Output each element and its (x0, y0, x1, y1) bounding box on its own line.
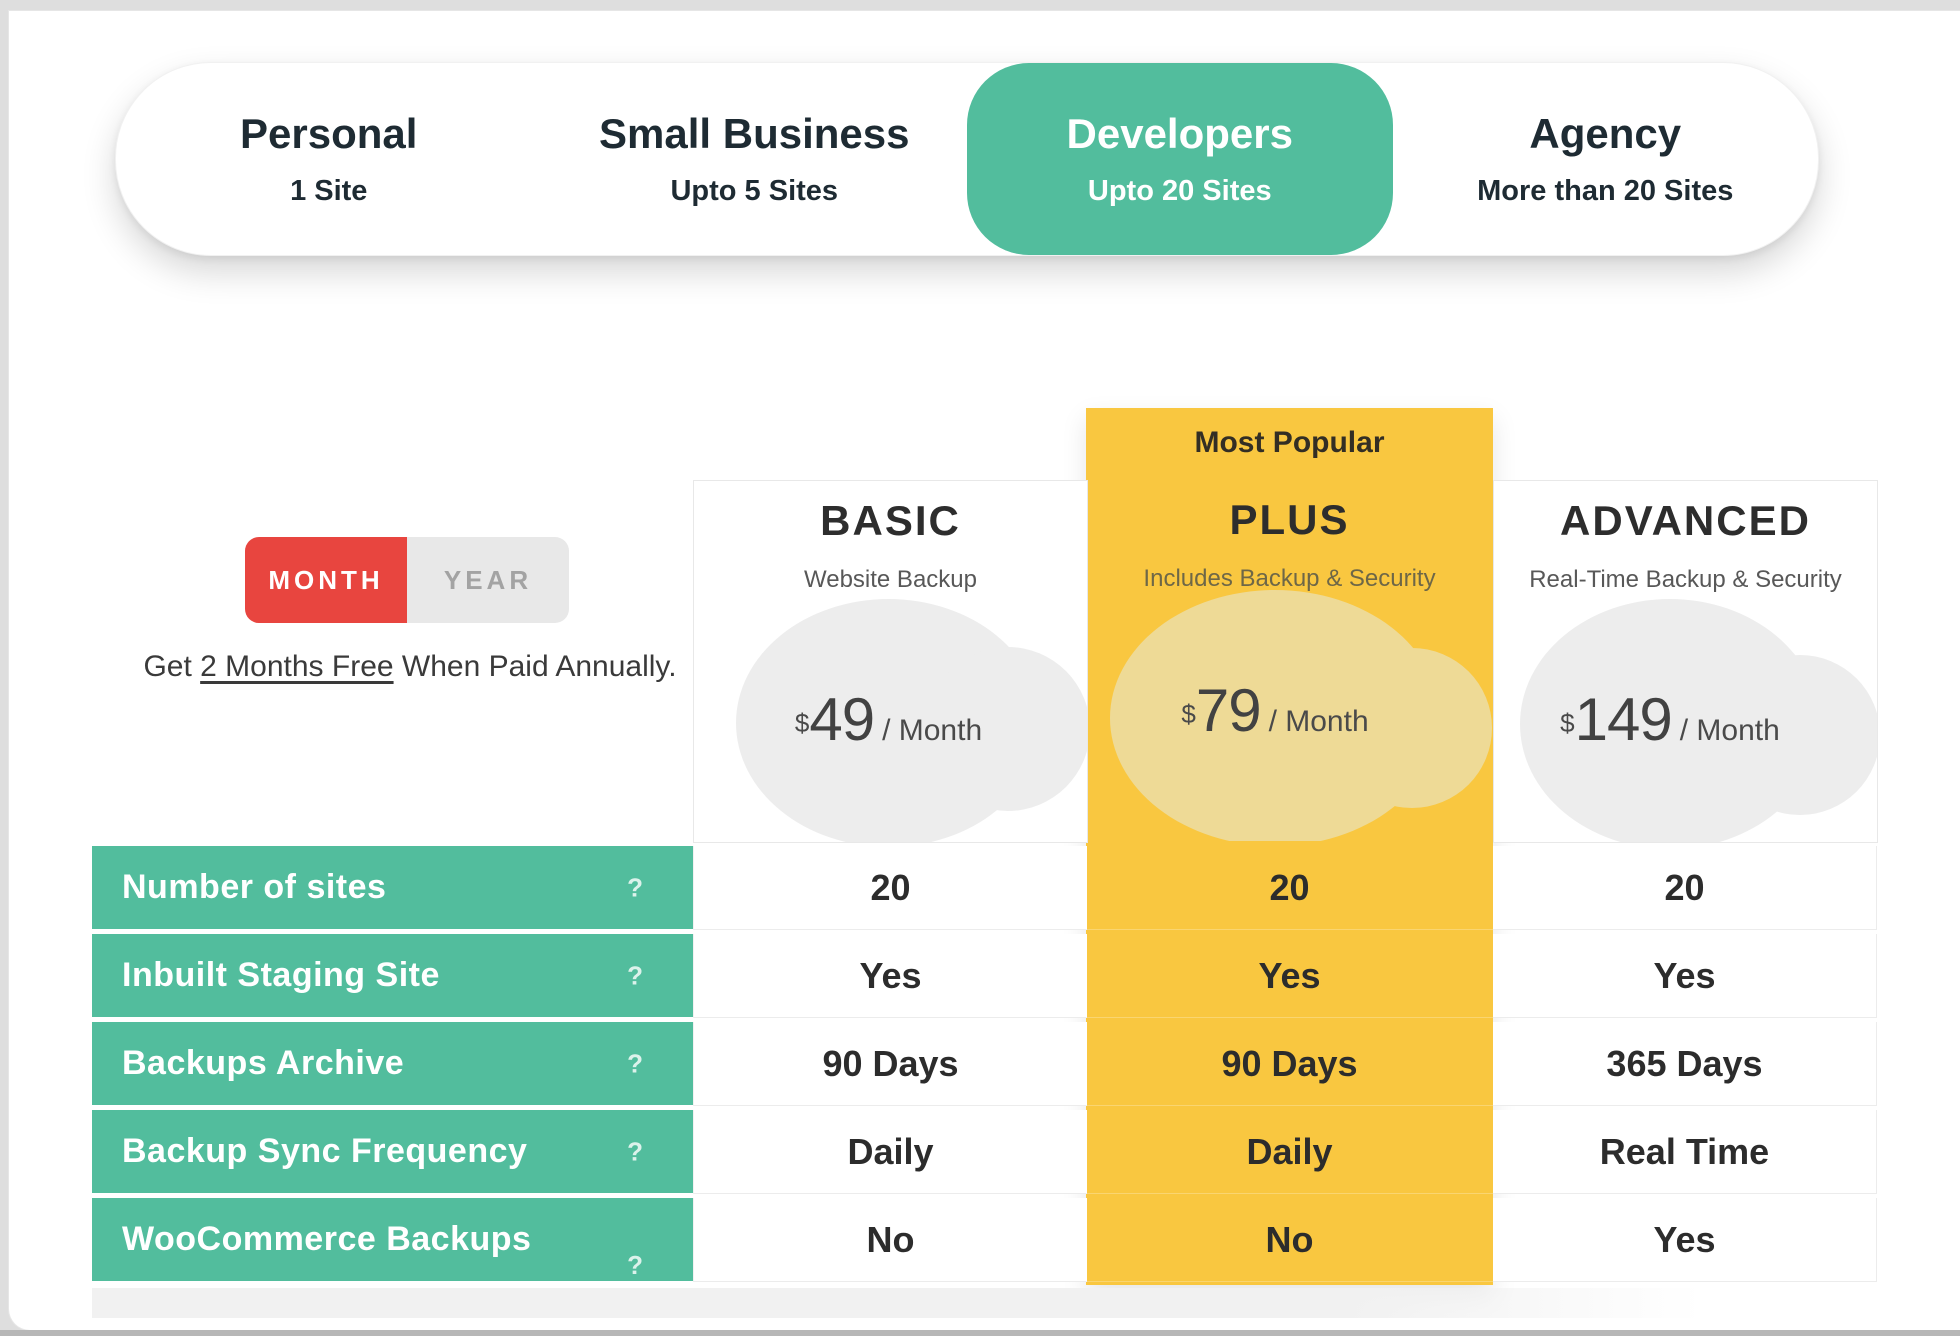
help-icon[interactable]: ? (627, 1048, 643, 1078)
plan-name: ADVANCED (1560, 497, 1811, 544)
plan-column-advanced: ADVANCED Real-Time Backup & Security $14… (1493, 480, 1878, 843)
blob-circle-small (1332, 648, 1492, 808)
feature-value-plus: 90 Days (1086, 1022, 1493, 1106)
plan-column-plus: Most Popular PLUS Includes Backup & Secu… (1086, 408, 1493, 841)
currency-symbol: $ (1560, 707, 1575, 738)
feature-label: Number of sites ? (92, 846, 693, 929)
feature-row: Backup Sync Frequency ? Daily Daily Real… (0, 1110, 1960, 1194)
tab-subtitle: More than 20 Sites (1477, 175, 1734, 207)
tab-developers[interactable]: Developers Upto 20 Sites (967, 63, 1393, 255)
tab-subtitle: Upto 20 Sites (1087, 175, 1272, 207)
price-amount: 79 (1195, 677, 1262, 744)
plan-tagline: Includes Backup & Security (1143, 565, 1436, 592)
annual-offer-note: Get 2 Months Free When Paid Annually. (110, 650, 710, 684)
blob-circle-small (1720, 655, 1877, 815)
note-prefix: Get (143, 650, 201, 683)
plan-column-basic: BASIC Website Backup $49/ Month (693, 480, 1088, 843)
price-blob: $49/ Month (694, 599, 1087, 842)
most-popular-badge: Most Popular (1194, 426, 1385, 459)
feature-value-plus: 20 (1086, 846, 1493, 930)
help-icon[interactable]: ? (627, 1136, 643, 1166)
price-amount: 49 (809, 686, 875, 753)
feature-value-basic: Daily (693, 1110, 1087, 1194)
feature-label-text: WooCommerce Backups (122, 1220, 532, 1258)
billing-toggle: MONTH YEAR (245, 537, 569, 623)
feature-value-basic: 20 (693, 846, 1087, 930)
price-period: / Month (1268, 705, 1369, 738)
plan-price: $79/ Month (1110, 676, 1440, 745)
feature-label-text: Inbuilt Staging Site (122, 956, 440, 994)
year-button[interactable]: YEAR (407, 537, 569, 623)
price-blob: $79/ Month (1086, 590, 1493, 841)
feature-value-plus: Daily (1086, 1110, 1493, 1194)
tab-subtitle: Upto 5 Sites (670, 175, 839, 207)
help-icon[interactable]: ? (627, 960, 643, 990)
feature-row: Inbuilt Staging Site ? Yes Yes Yes (0, 934, 1960, 1018)
feature-value-advanced: Yes (1493, 1198, 1877, 1282)
plan-price: $149/ Month (1520, 685, 1820, 754)
plan-tagline: Website Backup (804, 566, 977, 593)
feature-label: WooCommerce Backups ? (92, 1198, 693, 1281)
help-icon[interactable]: ? (627, 1250, 643, 1280)
feature-value-advanced: 365 Days (1493, 1022, 1877, 1106)
feature-row: Number of sites ? 20 20 20 (0, 846, 1960, 930)
feature-value-advanced: Yes (1493, 934, 1877, 1018)
tab-title: Developers (1066, 110, 1293, 157)
tab-title: Small Business (599, 110, 910, 157)
currency-symbol: $ (794, 707, 810, 738)
feature-value-plus: Yes (1086, 934, 1493, 1018)
blob-circle-small (926, 647, 1087, 811)
currency-symbol: $ (1181, 698, 1196, 729)
feature-value-plus: No (1086, 1198, 1493, 1282)
feature-value-advanced: Real Time (1493, 1110, 1877, 1194)
tab-small-business[interactable]: Small Business Upto 5 Sites (542, 63, 968, 255)
price-period: / Month (882, 714, 983, 747)
feature-value-advanced: 20 (1493, 846, 1877, 930)
help-icon[interactable]: ? (627, 872, 643, 902)
feature-label-text: Backup Sync Frequency (122, 1132, 528, 1170)
note-highlight: 2 Months Free (200, 650, 394, 683)
tab-agency[interactable]: Agency More than 20 Sites (1393, 63, 1819, 255)
note-suffix: When Paid Annually. (393, 650, 677, 683)
feature-row: WooCommerce Backups ? No No Yes (0, 1198, 1960, 1282)
tab-personal[interactable]: Personal 1 Site (116, 63, 542, 255)
feature-value-basic: 90 Days (693, 1022, 1087, 1106)
month-button[interactable]: MONTH (245, 537, 407, 623)
plan-price: $49/ Month (736, 685, 1041, 754)
partial-next-row (92, 1288, 1702, 1318)
feature-label: Inbuilt Staging Site ? (92, 934, 693, 1017)
plus-column-highlight (1086, 408, 1493, 1285)
plan-name: PLUS (1229, 496, 1350, 543)
price-period: / Month (1679, 714, 1780, 747)
tab-title: Agency (1529, 110, 1682, 157)
plan-type-tabs: Personal 1 Site Small Business Upto 5 Si… (115, 62, 1819, 256)
tab-title: Personal (240, 110, 418, 157)
tab-subtitle: 1 Site (290, 175, 368, 207)
feature-label-text: Backups Archive (122, 1044, 405, 1082)
feature-value-basic: Yes (693, 934, 1087, 1018)
feature-label-text: Number of sites (122, 868, 387, 906)
feature-value-basic: No (693, 1198, 1087, 1282)
plan-tagline: Real-Time Backup & Security (1529, 566, 1842, 593)
feature-row: Backups Archive ? 90 Days 90 Days 365 Da… (0, 1022, 1960, 1106)
price-amount: 149 (1574, 686, 1673, 753)
price-blob: $149/ Month (1494, 599, 1877, 842)
window-bottom-edge (0, 1330, 1960, 1336)
plan-name: BASIC (820, 497, 961, 544)
feature-label: Backup Sync Frequency ? (92, 1110, 693, 1193)
feature-label: Backups Archive ? (92, 1022, 693, 1105)
